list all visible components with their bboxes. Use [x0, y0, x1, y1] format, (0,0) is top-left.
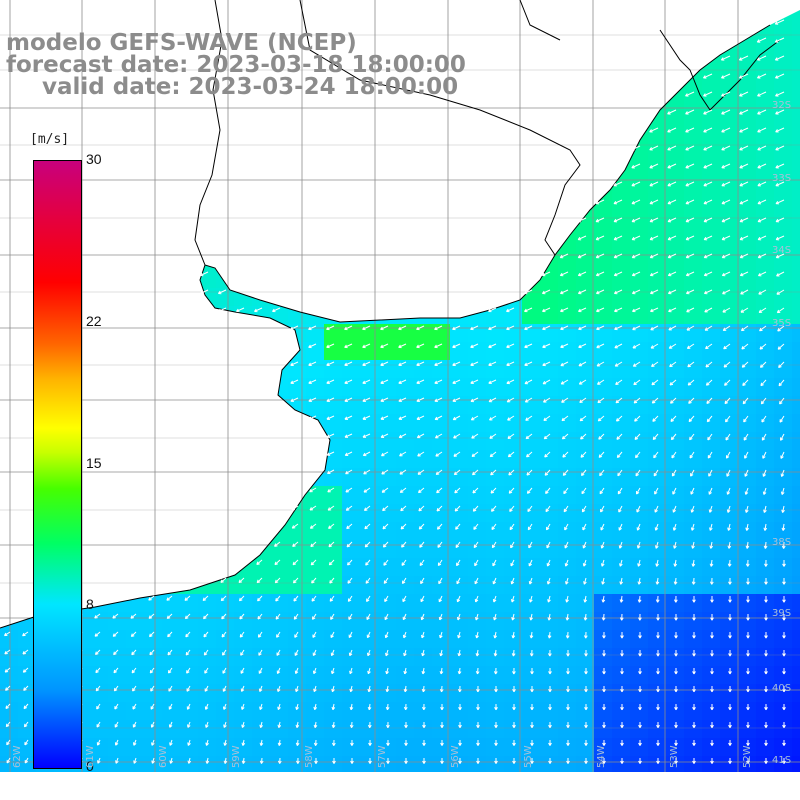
latitude-label: 38S — [772, 537, 792, 548]
longitude-label: 57W — [377, 745, 388, 768]
longitude-label: 55W — [523, 745, 534, 768]
longitude-label: 56W — [450, 745, 461, 768]
longitude-label: 52W — [742, 745, 753, 768]
latitude-label: 33S — [772, 173, 792, 184]
model-title: modelo GEFS-WAVE (NCEP) — [6, 30, 357, 56]
longitude-label: 59W — [231, 745, 242, 768]
latitude-label: 34S — [772, 245, 792, 256]
colorbar-tick-label: 0 — [86, 758, 94, 774]
colorbar-tick-label: 15 — [86, 454, 102, 471]
longitude-label: 53W — [669, 745, 680, 768]
colorbar-tick-label: 22 — [86, 312, 102, 329]
wind-arrows — [4, 19, 786, 764]
forecast-date: forecast date: 2023-03-18 18:00:00 — [6, 52, 466, 78]
latitude-label: 35S — [772, 318, 792, 329]
colorbar-unit: [m/s] — [30, 132, 70, 147]
colorbar-tick-label: 8 — [86, 596, 94, 613]
longitude-label: 54W — [596, 745, 607, 768]
coastline — [0, 0, 781, 629]
latitude-label: 32S — [772, 100, 792, 111]
valid-date: valid date: 2023-03-24 18:00:00 — [42, 74, 459, 100]
colorbar-tick-label: 30 — [86, 151, 102, 167]
colorbar — [33, 160, 82, 769]
longitude-label: 61W — [85, 745, 96, 768]
latitude-label: 40S — [772, 683, 792, 694]
latitude-label: 41S — [772, 755, 792, 766]
longitude-label: 60W — [158, 745, 169, 768]
longitude-label: 58W — [304, 745, 315, 768]
latitude-label: 39S — [772, 608, 792, 619]
longitude-label: 62W — [12, 745, 23, 768]
